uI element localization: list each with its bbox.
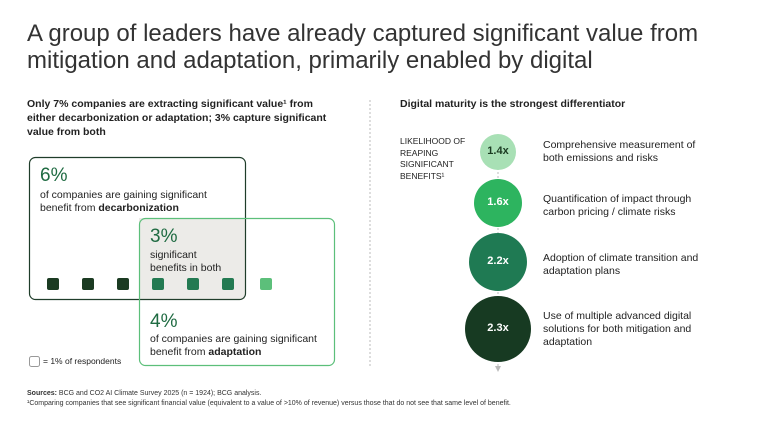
adaptation-box — [138, 217, 336, 367]
percent: 6% — [40, 165, 68, 186]
text: of companies are gaining significant ben… — [40, 189, 230, 215]
title: A group of leaders have already captured… — [27, 20, 699, 74]
legend: = 1% of respondents — [43, 356, 122, 366]
text: of companies are gaining significant ben… — [150, 333, 335, 359]
circle — [480, 134, 516, 170]
axis-label: LIKELIHOOD OF REAPING SIGNIFICANT BENEFI… — [400, 136, 466, 181]
percent: 4% — [150, 311, 178, 332]
square — [152, 278, 164, 290]
legend-square — [29, 356, 40, 367]
circle-value: 1.6x — [487, 196, 509, 208]
percent: 3% — [150, 226, 178, 247]
text: of companies are gaining significant ben… — [40, 189, 207, 214]
circle-value: 2.2x — [487, 255, 509, 267]
bold: adaptation — [208, 346, 262, 358]
right-heading: Digital maturity is the strongest differ… — [400, 98, 626, 110]
squares — [47, 278, 272, 290]
footnote: ¹Comparing companies that see significan… — [27, 400, 511, 407]
square — [47, 278, 59, 290]
sources-label: Sources: — [27, 390, 57, 397]
square — [187, 278, 199, 290]
circle — [469, 233, 527, 291]
item-label: Quantification of impact through carbon … — [543, 193, 692, 218]
circle-value: 1.4x — [487, 145, 509, 157]
item-label: Use of multiple advanced digital solutio… — [543, 310, 692, 348]
item-label: Adoption of climate transition and adapt… — [543, 252, 699, 277]
text: significant benefits in both — [150, 249, 222, 274]
sources: Sources: BCG and CO2 AI Climate Survey 2… — [27, 390, 261, 397]
circle-value: 2.3x — [487, 322, 509, 334]
left-heading: Only 7% companies are extracting signifi… — [27, 98, 327, 138]
item-label: Comprehensive measurement of both emissi… — [543, 139, 696, 164]
square — [117, 278, 129, 290]
text: of companies are gaining significant ben… — [150, 333, 317, 358]
sources-text: BCG and CO2 AI Climate Survey 2025 (n = … — [56, 390, 262, 397]
square — [222, 278, 234, 290]
circle — [465, 296, 531, 362]
circle — [474, 179, 522, 227]
decarbonization-box — [28, 156, 247, 301]
axis-arrow — [495, 366, 501, 372]
square — [260, 278, 272, 290]
square — [82, 278, 94, 290]
bold: decarbonization — [98, 202, 179, 214]
